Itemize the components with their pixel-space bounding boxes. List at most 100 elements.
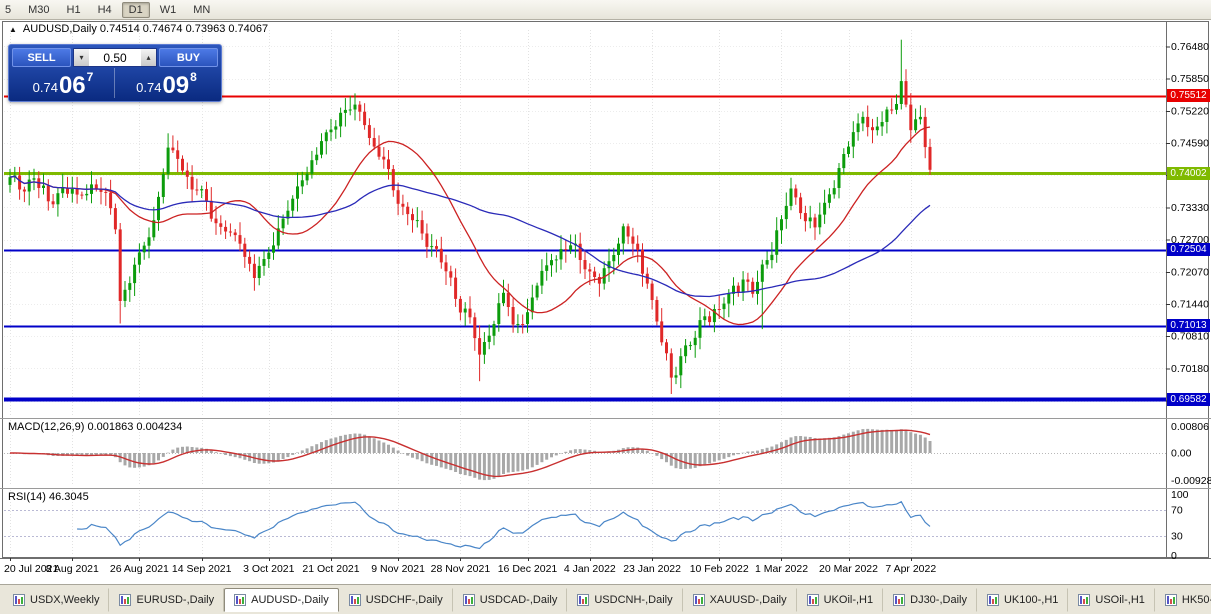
chart-tab-label: USDCHF-,Daily [365, 594, 443, 606]
chart-tab-icon [1164, 594, 1177, 606]
sell-button[interactable]: SELL [12, 48, 71, 67]
hline-price-badge: 0.72504 [1167, 243, 1210, 256]
chart-tab-bar: USDX,Weekly EURUSD-,Daily AUDUSD-,Daily USD… [0, 584, 1211, 614]
rsi-axis-label: 30 [1171, 531, 1183, 543]
date-axis-label: 21 Oct 2021 [302, 563, 359, 575]
date-axis-label: 14 Sep 2021 [172, 563, 232, 575]
price-axis-label: 0.70810 [1171, 331, 1209, 343]
chart-tab-ukoil-h1[interactable]: UKOil-,H1 [797, 588, 884, 612]
hline-price-badge: 0.75512 [1167, 89, 1210, 102]
lot-decrease-button[interactable]: ▾ [74, 49, 89, 66]
hline-price-badge: 0.69582 [1167, 393, 1210, 406]
macd-signal-line [10, 429, 931, 478]
lot-field: ▾ ▴ [73, 48, 157, 67]
moving-average-20 [9, 126, 931, 326]
chart-tab-icon [462, 594, 475, 606]
rsi-axis[interactable]: 100 70 30 0 [1171, 489, 1189, 562]
candles [8, 39, 932, 394]
date-axis-label: 20 Mar 2022 [819, 563, 878, 575]
chart-tab-eurusd-daily[interactable]: EURUSD-,Daily [109, 588, 225, 612]
date-axis-label: 23 Jan 2022 [623, 563, 681, 575]
sell-price[interactable]: 0.74 06 7 [12, 68, 115, 98]
chart-tab-label: AUDUSD-,Daily [251, 594, 329, 606]
chart-tab-usdx-weekly[interactable]: USDX,Weekly [3, 588, 110, 612]
moving-average-50 [9, 175, 931, 298]
chart-tab-icon [893, 594, 906, 606]
chart-tab-label: DJ30-,Daily [910, 594, 967, 606]
date-axis-label: 1 Mar 2022 [755, 563, 808, 575]
macd-axis[interactable]: 0.00806 0.00 -0.00928 [1171, 421, 1211, 487]
rsi-axis-label: 100 [1171, 489, 1189, 501]
chart-symbol-ohlc: AUDUSD,Daily 0.74514 0.74674 0.73963 0.7… [22, 23, 269, 35]
date-axis-label: 4 Jan 2022 [564, 563, 616, 575]
price-axis-label: 0.75220 [1171, 105, 1209, 117]
chart-tab-hk50-h1[interactable]: HK50-,H1 [1155, 588, 1211, 612]
timeframe-button-h4[interactable]: H4 [97, 3, 112, 16]
macd-axis-label: 0.00806 [1171, 421, 1209, 433]
chart-tab-label: UK100-,H1 [1003, 594, 1059, 606]
timeframe-button-mn[interactable]: MN [193, 3, 211, 16]
chart-area: 0.764800.758500.752200.745900.739600.733… [0, 20, 1211, 584]
date-axis-label: 7 Apr 2022 [885, 563, 936, 575]
chart-tab-icon [234, 594, 247, 606]
rsi-panel [4, 500, 1166, 550]
one-click-trading-panel: SELL ▾ ▴ BUY 0.74 06 7 0.74 09 8 [8, 44, 222, 102]
chart-tab-usdchf-daily[interactable]: USDCHF-,Daily [339, 588, 453, 612]
chart-tab-audusd-daily[interactable]: AUDUSD-,Daily [224, 588, 339, 612]
chart-tab-label: HK50-,H1 [1181, 594, 1211, 606]
chart-tab-dj30-daily[interactable]: DJ30-,Daily [883, 588, 977, 612]
chart-tab-label: USDCNH-,Daily [594, 594, 673, 606]
timeframe-button-h1[interactable]: H1 [66, 3, 81, 16]
chart-tab-usdcnh-daily[interactable]: USDCNH-,Daily [567, 588, 683, 612]
chart-tab-label: USDX,Weekly [30, 594, 100, 606]
price-axis-label: 0.70180 [1171, 363, 1209, 375]
timeframe-toolbar: 5 M30 H1 H4 D1 W1 MN [0, 0, 1211, 20]
macd-panel [4, 428, 1166, 481]
sell-price-prefix: 0.74 [32, 79, 58, 95]
macd-axis-label: -0.00928 [1171, 475, 1211, 487]
price-axis-label: 0.74590 [1171, 138, 1209, 150]
lot-increase-button[interactable]: ▴ [141, 49, 156, 66]
date-axis-label: 28 Nov 2021 [431, 563, 491, 575]
timeframe-button-d1[interactable]: D1 [121, 1, 150, 18]
lot-input[interactable] [89, 49, 141, 66]
chart-tab-uk100-h1[interactable]: UK100-,H1 [977, 588, 1069, 612]
buy-price[interactable]: 0.74 09 8 [115, 68, 218, 98]
chart-tab-icon [13, 594, 25, 606]
buy-price-big: 09 [162, 72, 190, 100]
chart-tab-icon [986, 594, 999, 606]
chart-tab-icon [1078, 594, 1091, 606]
hline-price-badge: 0.74002 [1167, 167, 1210, 180]
price-axis-label: 0.75850 [1171, 73, 1209, 85]
buy-button[interactable]: BUY [159, 48, 218, 67]
hline-price-badge: 0.71013 [1167, 319, 1210, 332]
chart-canvas: 0.764800.758500.752200.745900.739600.733… [0, 21, 1211, 575]
chart-plot-surface[interactable] [4, 30, 1166, 556]
price-axis-label: 0.76480 [1171, 41, 1209, 53]
date-axis-label: 26 Aug 2021 [110, 563, 169, 575]
chart-tab-label: EURUSD-,Daily [136, 594, 215, 606]
rsi-axis-label: 0 [1171, 550, 1177, 562]
date-axis-label: 20 Jul 2021 [4, 563, 58, 575]
rsi-line [77, 500, 931, 550]
price-axis-label: 0.72070 [1171, 266, 1209, 278]
buy-price-pip: 8 [190, 70, 197, 84]
sell-price-pip: 7 [86, 70, 94, 84]
one-click-collapse-icon[interactable]: ▲ [9, 24, 17, 34]
chart-tab-usdcad-daily[interactable]: USDCAD-,Daily [453, 588, 568, 612]
timeframe-button-w1[interactable]: W1 [159, 3, 177, 16]
date-axis-label: 16 Dec 2021 [498, 563, 558, 575]
buy-price-prefix: 0.74 [136, 79, 162, 95]
chart-tab-xauusd-daily[interactable]: XAUUSD-,Daily [683, 588, 797, 612]
timeframe-button-m30[interactable]: M30 [28, 3, 50, 16]
timeframe-button-5[interactable]: 5 [5, 3, 12, 16]
chart-tab-icon [692, 594, 705, 606]
macd-indicator-label: MACD(12,26,9) 0.001863 0.004234 [8, 421, 183, 433]
chart-tab-usoil-h1[interactable]: USOil-,H1 [1068, 588, 1155, 612]
date-axis-label: 3 Oct 2021 [243, 563, 295, 575]
date-axis-label: 10 Feb 2022 [690, 563, 749, 575]
price-axis-label: 0.73330 [1171, 202, 1209, 214]
chart-tab-label: USOil-,H1 [1095, 594, 1145, 606]
